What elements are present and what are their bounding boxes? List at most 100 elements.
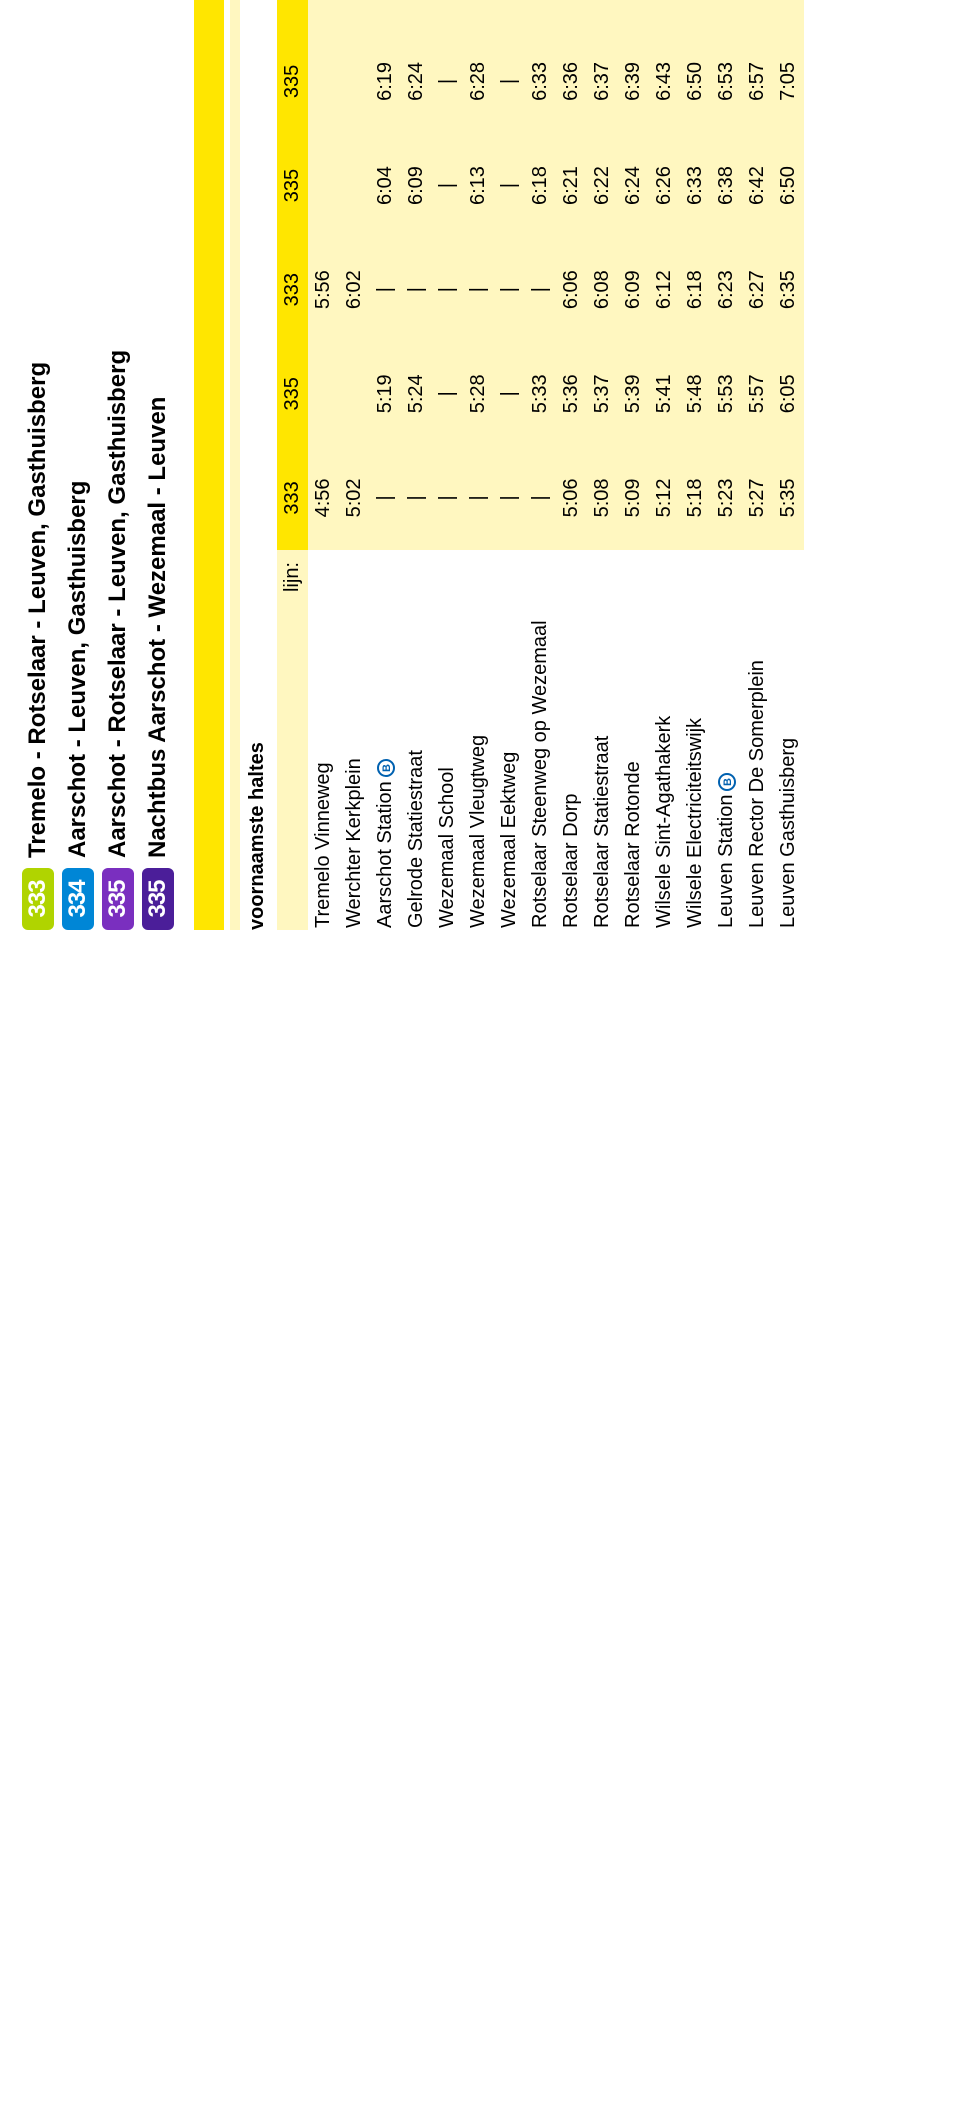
time-cell: 4:56 xyxy=(308,446,339,550)
time-cell: 6:24 xyxy=(401,29,432,133)
time-cell: 7:13 xyxy=(711,0,742,29)
time-cell: 7:15 xyxy=(742,0,773,29)
route-header-line: 335Nachtbus Aarschot - Wezemaal - Leuven xyxy=(140,0,176,930)
time-cell: | xyxy=(432,29,463,133)
route-header-line: 333Tremelo - Rotselaar - Leuven, Gasthui… xyxy=(20,0,56,930)
time-cell: 5:02 xyxy=(339,446,370,550)
stop-name: Wilsele Electriciteitswijk xyxy=(680,550,711,930)
time-cell xyxy=(308,0,339,29)
line-number-badge: 335 xyxy=(102,868,134,930)
stop-name: Wezemaal Vleugtweg xyxy=(463,550,494,930)
timetable-row: Werchter Kerkplein5:026:027:027:178:029:… xyxy=(339,0,370,930)
time-cell: | xyxy=(370,238,401,342)
lijn-label: lijn: xyxy=(277,550,308,930)
route-title: Nachtbus Aarschot - Wezemaal - Leuven xyxy=(144,397,172,858)
time-cell: | xyxy=(494,342,525,446)
time-cell: 6:08 xyxy=(587,238,618,342)
timetable-row: Rotselaar Statiestraat5:085:376:086:226:… xyxy=(587,0,618,930)
time-cell: 5:56 xyxy=(308,238,339,342)
svg-text:B: B xyxy=(381,764,393,772)
time-cell: | xyxy=(556,0,587,29)
time-cell: 6:53 xyxy=(711,29,742,133)
timetable-row: Gelrode Statiestraat|5:24|6:096:246:47||… xyxy=(401,0,432,930)
time-cell: | xyxy=(494,29,525,133)
route-headers: 333Tremelo - Rotselaar - Leuven, Gasthui… xyxy=(20,0,176,930)
time-cell: 6:43 xyxy=(649,29,680,133)
column-line-number: 333 xyxy=(277,238,308,342)
time-cell: 6:09 xyxy=(401,134,432,238)
time-cell xyxy=(308,29,339,133)
rail-icon: B xyxy=(377,759,395,777)
time-cell: | xyxy=(494,238,525,342)
time-cell: | xyxy=(432,238,463,342)
time-cell: 5:36 xyxy=(556,342,587,446)
time-cell: | xyxy=(525,238,556,342)
time-cell: 7:05 xyxy=(773,29,804,133)
column-line-number: 335 xyxy=(277,134,308,238)
timetable-row: Wilsele Sint-Agathakerk5:125:416:126:266… xyxy=(649,0,680,930)
time-cell: 6:23 xyxy=(711,238,742,342)
line-number-badge: 333 xyxy=(22,868,54,930)
time-cell: 5:18 xyxy=(680,446,711,550)
time-cell: | xyxy=(463,238,494,342)
timetable-row: Wezemaal School|||||6:52||7:22|7:52|8:22… xyxy=(432,0,463,930)
time-cell: | xyxy=(432,342,463,446)
time-cell xyxy=(308,134,339,238)
time-cell: 6:21 xyxy=(556,134,587,238)
svg-text:B: B xyxy=(722,778,734,786)
time-cell: 5:06 xyxy=(556,446,587,550)
timetable-row: Leuven StationB5:235:536:236:386:537:137… xyxy=(711,0,742,930)
stop-name: Aarschot StationB xyxy=(370,550,401,930)
pale-bar xyxy=(230,0,240,930)
timetable-row: Rotselaar Dorp5:065:366:066:216:36|7:067… xyxy=(556,0,587,930)
time-cell: 6:39 xyxy=(618,29,649,133)
timetable-row: Wezemaal Eektweg|||||6:53||7:23|7:53|8:2… xyxy=(494,0,525,930)
section-title: voornaamste haltes xyxy=(246,0,269,930)
time-cell xyxy=(339,134,370,238)
time-cell: 6:50 xyxy=(680,29,711,133)
time-cell: 5:53 xyxy=(711,342,742,446)
time-cell: 5:39 xyxy=(618,342,649,446)
time-cell: | xyxy=(494,134,525,238)
time-cell xyxy=(308,342,339,446)
time-cell: 6:53 xyxy=(494,0,525,29)
timetable: lijn:33333533333533533433333333433533433… xyxy=(277,0,804,930)
timetable-row: Wezemaal Vleugtweg|5:28|6:136:28||||7:29… xyxy=(463,0,494,930)
time-cell: 5:24 xyxy=(401,342,432,446)
column-line-number: 333 xyxy=(277,446,308,550)
time-cell: 5:09 xyxy=(618,446,649,550)
time-cell: 5:19 xyxy=(370,342,401,446)
time-cell: | xyxy=(494,446,525,550)
time-cell: 6:42 xyxy=(370,0,401,29)
route-header-line: 335Aarschot - Rotselaar - Leuven, Gasthu… xyxy=(100,0,136,930)
time-cell: | xyxy=(525,0,556,29)
time-cell: 5:28 xyxy=(463,342,494,446)
route-header-line: 334Aarschot - Leuven, Gasthuisberg xyxy=(60,0,96,930)
stop-name: Wilsele Sint-Agathakerk xyxy=(649,550,680,930)
time-cell: 6:28 xyxy=(463,29,494,133)
time-cell: 6:57 xyxy=(742,29,773,133)
timetable-row: Leuven Rector De Somerplein5:275:576:276… xyxy=(742,0,773,930)
time-cell: 6:26 xyxy=(649,134,680,238)
time-cell: 6:50 xyxy=(773,134,804,238)
time-cell: 6:52 xyxy=(432,0,463,29)
time-cell: 7:23 xyxy=(773,0,804,29)
time-cell: 6:02 xyxy=(339,238,370,342)
time-cell: 6:33 xyxy=(525,29,556,133)
time-cell: 6:58 xyxy=(649,0,680,29)
stop-name: Rotselaar Statiestraat xyxy=(587,550,618,930)
time-cell: | xyxy=(463,446,494,550)
stop-name: Tremelo Vinneweg xyxy=(308,550,339,930)
time-cell: 5:27 xyxy=(742,446,773,550)
timetable-row: Aarschot StationB|5:19|6:046:196:42||7:1… xyxy=(370,0,401,930)
stop-name: Leuven StationB xyxy=(711,550,742,930)
line-number-badge: 334 xyxy=(62,868,94,930)
time-cell: 6:18 xyxy=(525,134,556,238)
time-cell: | xyxy=(432,446,463,550)
timetable-row: Rotselaar Steenweg op Wezemaal|5:33|6:18… xyxy=(525,0,556,930)
time-cell: 6:27 xyxy=(742,238,773,342)
stop-name: Wezemaal Eektweg xyxy=(494,550,525,930)
column-line-number: 335 xyxy=(277,29,308,133)
time-cell: 6:12 xyxy=(649,238,680,342)
timetable-row: Tremelo Vinneweg4:565:566:567:117:568:56 xyxy=(308,0,339,930)
